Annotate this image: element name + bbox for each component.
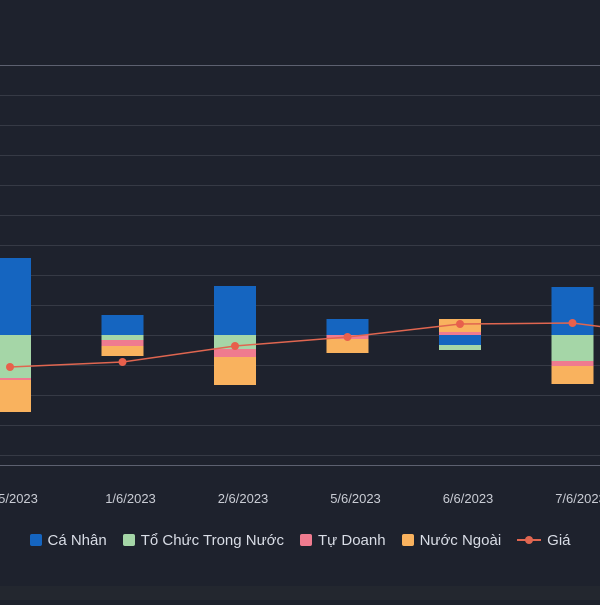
bar-segment-1-4	[439, 345, 481, 350]
legend-dot-gia	[525, 536, 534, 544]
bar-segment-1-1	[101, 335, 144, 340]
legend-item-to-chuc-trong-nuoc[interactable]: Tổ Chức Trong Nước	[122, 531, 284, 549]
bar-segment-3-0	[0, 380, 31, 412]
legend-swatch-gia	[517, 534, 542, 546]
x-tick-label-2: 2/6/2023	[218, 491, 269, 506]
x-tick-labels: 5/2023 1/6/2023 2/6/2023 5/6/2023 6/6/2023 7/…	[0, 491, 600, 506]
bottom-strip	[0, 586, 600, 600]
bar-segment-0-0	[0, 258, 31, 335]
bar-segment-3-2	[214, 357, 256, 385]
chart-legend: Cá Nhân Tổ Chức Trong Nước Tự Doanh Nước…	[0, 528, 600, 552]
legend-swatch-ca-nhan	[29, 534, 42, 546]
bar-segment-1-0	[0, 335, 31, 378]
x-tick-label-3: 5/6/2023	[330, 491, 381, 506]
legend-item-gia[interactable]: Giá	[517, 531, 571, 549]
price-line-layer	[6, 319, 600, 371]
legend-item-nuoc-ngoai[interactable]: Nước Ngoài	[401, 531, 502, 549]
bar-segment-2-2	[214, 349, 256, 357]
bar-segment-0-2	[214, 286, 256, 335]
price-point-4	[456, 320, 464, 328]
x-tick-label-5: 7/6/2023	[555, 491, 600, 506]
bar-segment-0-3	[326, 319, 369, 335]
price-point-0	[6, 363, 14, 371]
axis-layer	[0, 65, 600, 466]
bar-layer	[0, 258, 594, 412]
bar-segment-3-1	[101, 346, 144, 356]
price-point-5	[568, 319, 577, 327]
legend-label-ca-nhan: Cá Nhân	[47, 531, 107, 549]
price-point-1	[118, 358, 127, 366]
bar-segment-2-0	[0, 378, 31, 380]
legend-item-ca-nhan[interactable]: Cá Nhân	[29, 531, 107, 549]
grid-layer	[0, 95, 600, 456]
bar-segment-0-4	[439, 335, 481, 345]
legend-label-nuoc-ngoai: Nước Ngoài	[419, 531, 502, 549]
legend-swatch-to-chuc-trong-nuoc	[122, 534, 135, 546]
legend-swatch-nuoc-ngoai	[401, 534, 414, 546]
legend-item-tu-doanh[interactable]: Tự Doanh	[300, 532, 386, 549]
bar-segment-0-1	[101, 315, 144, 335]
x-tick-label-0: 5/2023	[0, 491, 38, 506]
price-point-3	[343, 333, 352, 341]
legend-label-to-chuc-trong-nuoc: Tổ Chức Trong Nước	[140, 531, 284, 549]
legend-label-gia: Giá	[547, 531, 571, 549]
bar-segment-0-5	[551, 287, 594, 335]
bar-segment-3-3	[326, 339, 369, 353]
x-tick-label-4: 6/6/2023	[443, 491, 494, 506]
price-point-2	[231, 342, 239, 350]
legend-swatch-tu-doanh	[300, 534, 312, 546]
price-line	[9, 322, 600, 368]
bar-segment-2-4	[439, 332, 481, 335]
legend-label-tu-doanh: Tự Doanh	[318, 531, 386, 549]
x-tick-label-1: 1/6/2023	[105, 491, 156, 506]
bar-segment-1-5	[551, 335, 594, 361]
bar-segment-2-1	[101, 340, 144, 346]
bar-segment-2-5	[551, 361, 594, 366]
bar-segment-3-5	[551, 366, 594, 384]
